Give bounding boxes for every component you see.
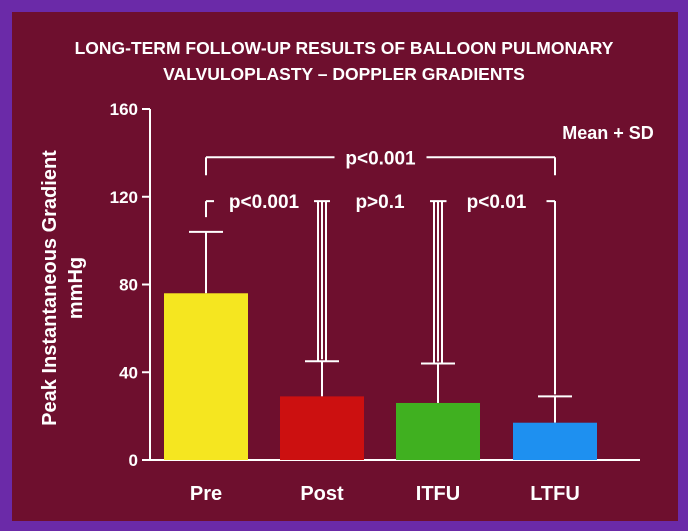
bar-post <box>280 396 364 460</box>
y-axis-label-line1: Peak Instantaneous Gradient <box>39 150 61 426</box>
p-value-label: p<0.001 <box>345 148 416 169</box>
p-value-label: p<0.01 <box>467 192 527 213</box>
y-tick-label: 120 <box>110 188 138 207</box>
chart-title-line2: VALVULOPLASTY – DOPPLER GRADIENTS <box>163 64 525 84</box>
x-category-label: Pre <box>190 483 222 505</box>
y-tick-label: 40 <box>119 363 138 382</box>
x-category-label: Post <box>300 483 344 505</box>
y-tick-label: 80 <box>119 276 138 295</box>
chart-title-line1: LONG-TERM FOLLOW-UP RESULTS OF BALLOON P… <box>75 38 614 58</box>
mean-sd-annotation: Mean + SD <box>562 123 654 143</box>
x-category-label: LTFU <box>530 483 580 505</box>
bar-itfu <box>396 402 480 460</box>
y-axis-label-line2: mmHg <box>65 257 87 319</box>
y-tick-label: 0 <box>129 451 138 470</box>
plot-area: 0 40 80 120 160 Pre Post ITFU LTFU p<0.001 p<0.001… <box>110 100 640 505</box>
y-tick-label: 160 <box>110 100 138 119</box>
bar-ltfu <box>513 422 597 460</box>
p-value-label: p>0.1 <box>355 192 405 213</box>
bar-pre <box>164 293 248 460</box>
p-value-label: p<0.001 <box>229 192 300 213</box>
x-category-label: ITFU <box>416 483 460 505</box>
